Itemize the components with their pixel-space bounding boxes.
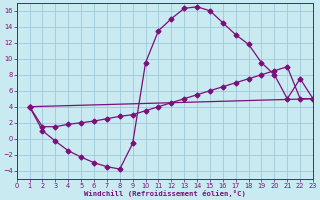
X-axis label: Windchill (Refroidissement éolien,°C): Windchill (Refroidissement éolien,°C) (84, 190, 246, 197)
